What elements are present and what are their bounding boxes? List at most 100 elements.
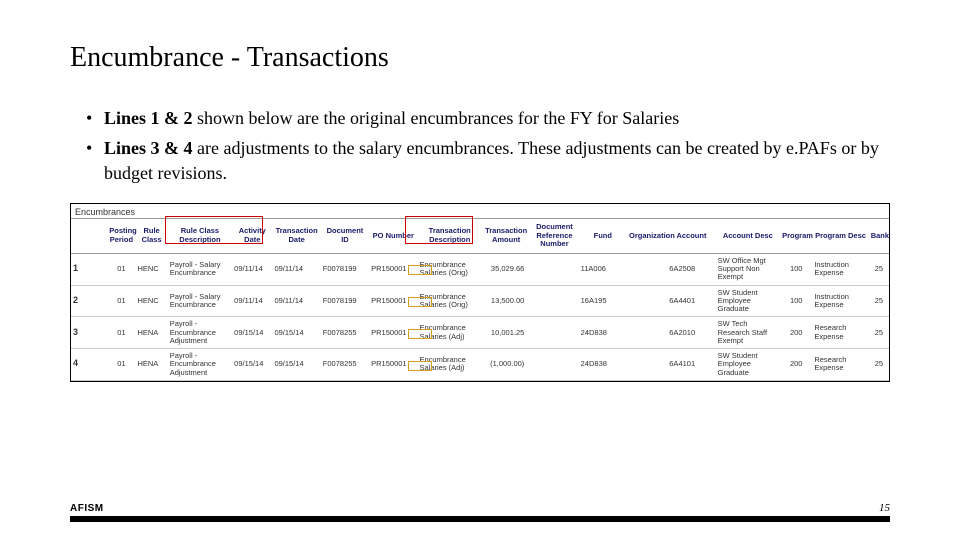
cell: 09/15/14 — [232, 317, 272, 349]
rownum-4: 4 — [71, 349, 107, 381]
table-row: 4 01 HENA Payroll - Encumbrance Adjustme… — [71, 349, 889, 381]
col-doc-ref-number: Document Reference Number — [530, 218, 578, 253]
rownum-1: 1 — [71, 253, 107, 285]
col-organization: Organization — [627, 218, 667, 253]
cell: Payroll - Salary Encumbrance — [168, 253, 232, 285]
bullet-1: Lines 1 & 2 shown below are the original… — [90, 106, 890, 130]
cell: SW Student Employee Graduate — [716, 349, 780, 381]
cell: SW Student Employee Graduate — [716, 285, 780, 317]
cell: 200 — [780, 349, 812, 381]
table-row: 1 01 HENC Payroll - Salary Encumbrance 0… — [71, 253, 889, 285]
cell: 24D838 — [579, 317, 627, 349]
bullet-2-bold: Lines 3 & 4 — [104, 138, 193, 158]
cell — [530, 349, 578, 381]
cell: PR150001 — [369, 285, 417, 317]
cell: 35,029.66 — [482, 253, 530, 285]
cell: Encumbrance Salaries (Orig) — [417, 253, 481, 285]
cell: 6A4401 — [667, 285, 715, 317]
cell: 6A2508 — [667, 253, 715, 285]
bullet-2: Lines 3 & 4 are adjustments to the salar… — [90, 136, 890, 185]
cell: 01 — [107, 285, 135, 317]
rownum-2: 2 — [71, 285, 107, 317]
cell: PR150001 — [369, 253, 417, 285]
bullet-1-bold: Lines 1 & 2 — [104, 108, 193, 128]
cell: 01 — [107, 317, 135, 349]
cell: PR150001 — [369, 317, 417, 349]
cell: 09/15/14 — [272, 317, 320, 349]
cell: Instruction Expense — [812, 253, 868, 285]
cell — [627, 349, 667, 381]
footer-rule — [70, 516, 890, 522]
cell: Payroll - Encumbrance Adjustment — [168, 317, 232, 349]
cell: Research Expense — [812, 349, 868, 381]
cell: 25 — [869, 285, 889, 317]
encumbrance-table: Posting Period Rule Class Rule Class Des… — [71, 218, 889, 381]
cell: 6A4101 — [667, 349, 715, 381]
bullet-1-rest: shown below are the original encumbrance… — [193, 108, 680, 128]
cell: 25 — [869, 317, 889, 349]
table-row: 3 01 HENA Payroll - Encumbrance Adjustme… — [71, 317, 889, 349]
col-activity-date: Activity Date — [232, 218, 272, 253]
col-rule-class: Rule Class — [135, 218, 167, 253]
cell: PR150001 — [369, 349, 417, 381]
cell: Research Expense — [812, 317, 868, 349]
cell: 11A006 — [579, 253, 627, 285]
cell: 25 — [869, 349, 889, 381]
table-outer: Encumbrances Posting Period Rule Class R… — [70, 203, 890, 382]
cell: F0078199 — [321, 253, 369, 285]
cell: 10,001.25 — [482, 317, 530, 349]
cell: HENA — [135, 317, 167, 349]
cell: 09/11/14 — [272, 253, 320, 285]
col-transaction-amount: Transaction Amount — [482, 218, 530, 253]
cell: Encumbrance Salaries (Orig) — [417, 285, 481, 317]
cell: 13,500.00 — [482, 285, 530, 317]
col-program-desc: Program Desc — [812, 218, 868, 253]
cell: 09/11/14 — [232, 285, 272, 317]
cell: 100 — [780, 285, 812, 317]
cell — [530, 317, 578, 349]
cell — [627, 253, 667, 285]
cell — [627, 317, 667, 349]
cell: (1,000.00) — [482, 349, 530, 381]
col-posting-period: Posting Period — [107, 218, 135, 253]
cell: HENC — [135, 285, 167, 317]
cell: F0078255 — [321, 349, 369, 381]
cell: F0078255 — [321, 317, 369, 349]
cell: 09/11/14 — [272, 285, 320, 317]
rownum-3: 3 — [71, 317, 107, 349]
cell: Payroll - Encumbrance Adjustment — [168, 349, 232, 381]
cell: Encumbrance Salaries (Adj) — [417, 349, 481, 381]
col-fund: Fund — [579, 218, 627, 253]
cell: SW Tech Research Staff Exempt — [716, 317, 780, 349]
cell: 100 — [780, 253, 812, 285]
table-row: 2 01 HENC Payroll - Salary Encumbrance 0… — [71, 285, 889, 317]
cell — [530, 253, 578, 285]
cell: 01 — [107, 253, 135, 285]
cell: 25 — [869, 253, 889, 285]
col-po-number: PO Number — [369, 218, 417, 253]
cell: SW Office Mgt Support Non Exempt — [716, 253, 780, 285]
col-transaction-desc: Transaction Description — [417, 218, 481, 253]
footer: AFISM 15 — [0, 502, 960, 522]
cell: 24D838 — [579, 349, 627, 381]
cell: Encumbrance Salaries (Adj) — [417, 317, 481, 349]
cell: 200 — [780, 317, 812, 349]
cell: Instruction Expense — [812, 285, 868, 317]
encumbrance-grid: Encumbrances Posting Period Rule Class R… — [70, 203, 890, 382]
col-bank: Bank — [869, 218, 889, 253]
cell: HENA — [135, 349, 167, 381]
cell — [627, 285, 667, 317]
cell: F0078199 — [321, 285, 369, 317]
bullet-2-rest: are adjustments to the salary encumbranc… — [104, 138, 879, 182]
col-transaction-date: Transaction Date — [272, 218, 320, 253]
cell: 01 — [107, 349, 135, 381]
footer-left: AFISM — [70, 503, 104, 514]
cell: 6A2010 — [667, 317, 715, 349]
table-header-row: Posting Period Rule Class Rule Class Des… — [71, 218, 889, 253]
page-title: Encumbrance - Transactions — [70, 42, 890, 74]
col-document-id: Document ID — [321, 218, 369, 253]
cell: 09/15/14 — [272, 349, 320, 381]
cell: 16A195 — [579, 285, 627, 317]
col-account-desc: Account Desc — [716, 218, 780, 253]
col-rule-class-desc: Rule Class Description — [168, 218, 232, 253]
